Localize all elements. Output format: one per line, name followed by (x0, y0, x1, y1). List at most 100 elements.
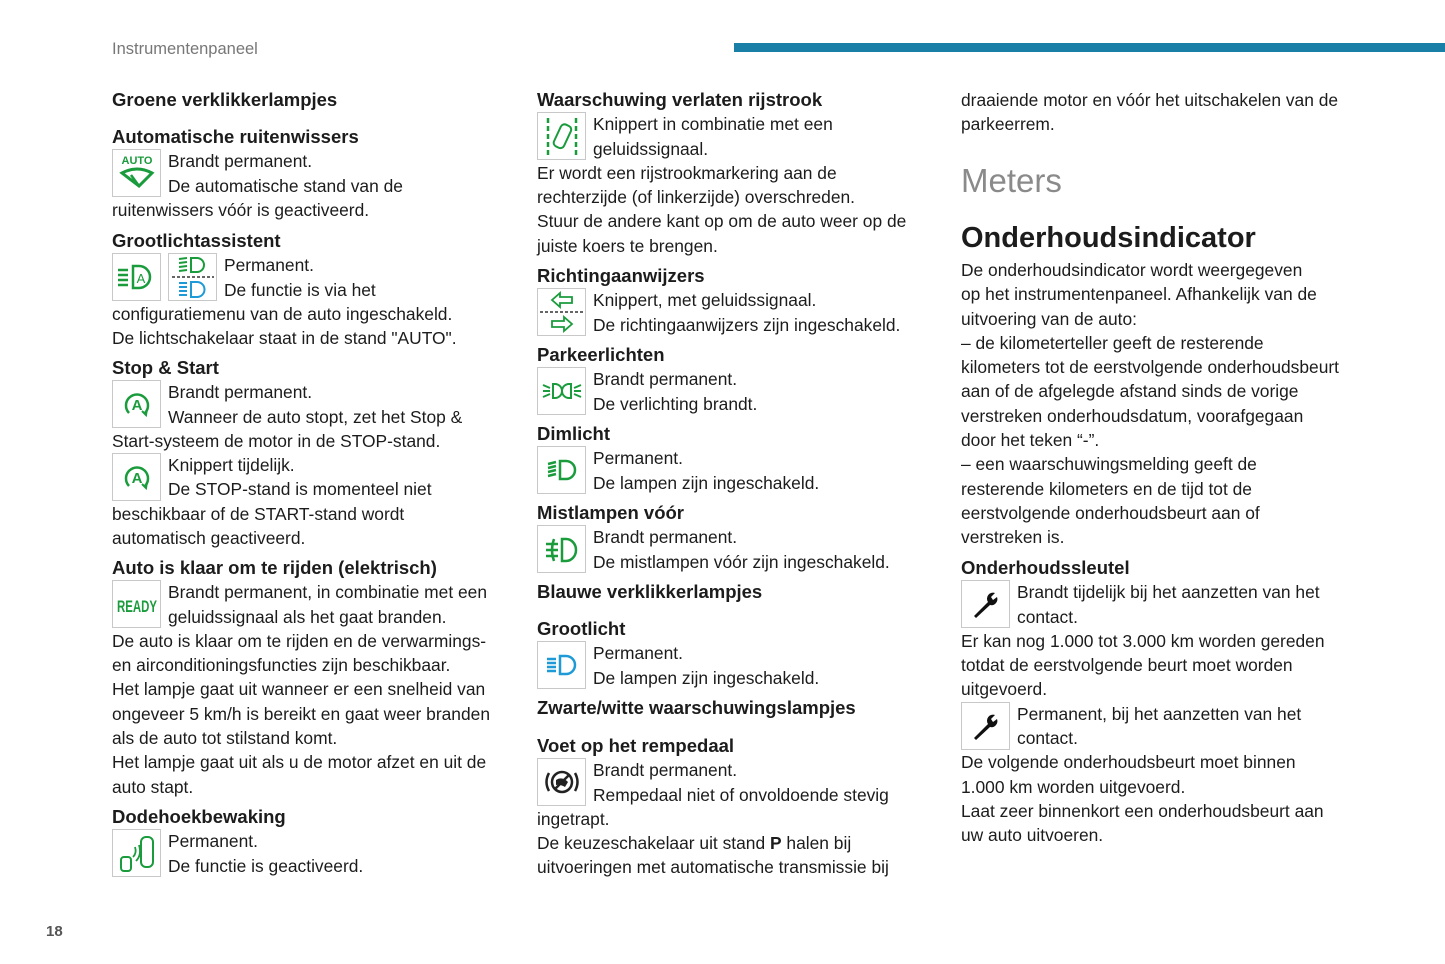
page-number: 18 (46, 923, 63, 940)
text-line: draaiende motor en vóór het uitschakelen… (961, 90, 1339, 110)
heading: Auto is klaar om te rijden (elektrisch) (112, 557, 437, 578)
ready-section: Auto is klaar om te rijden (elektrisch) … (112, 556, 532, 799)
blind-spot-icon (112, 829, 161, 878)
text-line: Brandt tijdelijk bij het aanzetten van h… (1017, 582, 1320, 603)
text-line: Stuur de andere kant op om de auto weer … (537, 211, 907, 232)
front-fog-section: Mistlampen vóór Brandt permanent. De mist… (537, 501, 957, 574)
text-line: op het instrumentenpaneel. Afhankelijk v… (961, 284, 1317, 305)
stop-start-section: Stop & Start A Brandt permanent. Wanneer … (112, 356, 532, 550)
text-line: beschikbaar of de START-stand wordt (112, 503, 405, 524)
text-line: Laat zeer binnenkort een onderhoudsbeurt… (961, 800, 1324, 821)
main-beam-icon (537, 641, 586, 690)
text-line: aan of de afgelegde afstand sinds de vor… (961, 381, 1299, 402)
text-line: Brandt permanent, in combinatie met een (168, 582, 488, 603)
high-beam-assist-icon: A (112, 253, 161, 302)
stop-start-flashing-icon: A (112, 453, 161, 502)
text-line: Er kan nog 1.000 tot 3.000 km worden ger… (961, 630, 1325, 651)
turn-signals-section: Richtingaanwijzers Knippert, met geluids… (537, 264, 957, 337)
svg-text:AUTO: AUTO (121, 155, 152, 167)
text-line: De lichtschakelaar staat in de stand "AU… (112, 328, 457, 349)
text-line: geluidssignaal. (593, 138, 709, 159)
auto-wipers-section: Automatische ruitenwissers AUTO Brandt p… (112, 125, 532, 222)
text-line: eerstvolgende onderhoudsbeurt aan of (961, 502, 1260, 523)
green-lamps-title-block: Groene verklikkerlampjes (112, 88, 532, 112)
text-line: totdat de eerstvolgende beurt moet worde… (961, 655, 1293, 676)
text-line: ongeveer 5 km/h is bereikt en gaat weer … (112, 703, 490, 724)
meters-heading: Meters (961, 162, 1062, 199)
heading: Onderhoudssleutel (961, 557, 1130, 578)
high-beam-assist-section: Grootlichtassistent A Permanent. De funct… (112, 229, 532, 350)
text-line: uw auto uitvoeren. (961, 825, 1104, 846)
text-line: verstreken is. (961, 527, 1065, 548)
text-line: geluidssignaal als het gaat branden. (168, 606, 447, 627)
heading: Parkeerlichten (537, 344, 665, 365)
maintenance-indicator-title: Onderhoudsindicator (961, 222, 1256, 254)
section-title: Blauwe verklikkerlampjes (537, 581, 763, 602)
text-line: door het teken “-”. (961, 430, 1100, 451)
maintenance-indicator-text: De onderhoudsindicator wordt weergegeven… (961, 258, 1381, 550)
heading: Dodehoekbewaking (112, 806, 286, 827)
text-line: Permanent. (593, 643, 683, 664)
main-beam-section: Grootlicht Permanent. De lampen zijn inge… (537, 617, 957, 690)
text-line: – een waarschuwingsmelding geeft de (961, 454, 1257, 475)
text-line: De functie is geactiveerd. (168, 855, 364, 876)
text-line: Het lampje gaat uit wanneer er een snelh… (112, 679, 486, 700)
auto-wiper-icon: AUTO (112, 149, 161, 198)
text-fragment: halen bij (781, 833, 852, 854)
text-line: Permanent, bij het aanzetten van het (1017, 703, 1302, 724)
heading: Voet op het rempedaal (537, 735, 735, 756)
text-line: als de auto tot stilstand komt. (112, 728, 338, 749)
dipped-beam-icon (537, 446, 586, 495)
heading: Waarschuwing verlaten rijstrook (537, 89, 823, 110)
heading: Stop & Start (112, 357, 219, 378)
text-line: De STOP-stand is momenteel niet (168, 479, 432, 500)
heading: Dimlicht (537, 423, 610, 444)
text-line: auto stapt. (112, 776, 194, 797)
parking-lights-icon (537, 367, 586, 416)
wrench-icon (961, 580, 1010, 629)
header-accent-bar (734, 43, 1445, 52)
text-line: De mistlampen vóór zijn ingeschakeld. (593, 551, 890, 572)
brake-pedal-section: Voet op het rempedaal Brandt permanent. R… (537, 734, 957, 880)
text-line: Permanent. (593, 448, 683, 469)
svg-text:A: A (131, 470, 142, 487)
section-title: Groene verklikkerlampjes (112, 89, 338, 110)
text-line: Start-systeem de motor in de STOP-stand. (112, 430, 441, 451)
text-line: uitgevoerd. (961, 679, 1048, 700)
lane-departure-section: Waarschuwing verlaten rijstrook Knippert… (537, 88, 957, 258)
svg-text:A: A (136, 271, 145, 286)
text-line: 1.000 km worden uitgevoerd. (961, 776, 1186, 797)
text-line: uitvoeringen met automatische transmissi… (537, 857, 889, 878)
text-line: rechterzijde (of linkerzijde) overschred… (537, 187, 855, 208)
heading: Automatische ruitenwissers (112, 126, 359, 147)
service-key-section: Onderhoudssleutel Brandt tijdelijk bij h… (961, 556, 1381, 848)
text-line: en airconditioningsfuncties zijn beschik… (112, 655, 451, 676)
heading: Grootlichtassistent (112, 230, 281, 251)
text-line: Brandt permanent. (593, 527, 738, 548)
text-line: juiste koers te brengen. (537, 235, 718, 256)
svg-text:READY: READY (117, 597, 157, 616)
text-fragment: De keuzeschakelaar uit stand (537, 833, 770, 854)
text-line: kilometers tot de eerstvolgende onderhou… (961, 357, 1340, 378)
text-line: contact. (1017, 606, 1078, 627)
text-line: – de kilometerteller geeft de resterende (961, 332, 1264, 353)
text-line: contact. (1017, 728, 1078, 749)
text-line: Knippert tijdelijk. (168, 455, 295, 476)
heading: Richtingaanwijzers (537, 265, 705, 286)
text-line: De keuzeschakelaar uit stand P halen bij (537, 831, 957, 855)
text-line: Wanneer de auto stopt, zet het Stop & (168, 406, 463, 427)
text-line: verstreken onderhoudsdatum, voorafgegaan (961, 405, 1304, 426)
text-line: De onderhoudsindicator wordt weergegeven (961, 260, 1303, 280)
text-line: ingetrapt. (537, 808, 610, 829)
high-beam-auto-switch-icon (168, 253, 217, 302)
bw-lamps-title-block: Zwarte/witte waarschuwingslampjes (537, 696, 957, 720)
text-line: Het lampje gaat uit als u de motor afzet… (112, 752, 487, 773)
text-line: ruitenwissers vóór is geactiveerd. (112, 199, 370, 220)
blind-spot-section: Dodehoekbewaking Permanent. De functie is… (112, 805, 532, 878)
text-line: De lampen zijn ingeschakeld. (593, 667, 820, 688)
text-line: resterende kilometers en de tijd tot de (961, 478, 1252, 499)
text-line: Permanent. (224, 255, 314, 276)
section-header: Instrumentenpaneel (112, 40, 258, 58)
text-line: parkeerrem. (961, 114, 1055, 135)
wrench-icon (961, 701, 1010, 750)
